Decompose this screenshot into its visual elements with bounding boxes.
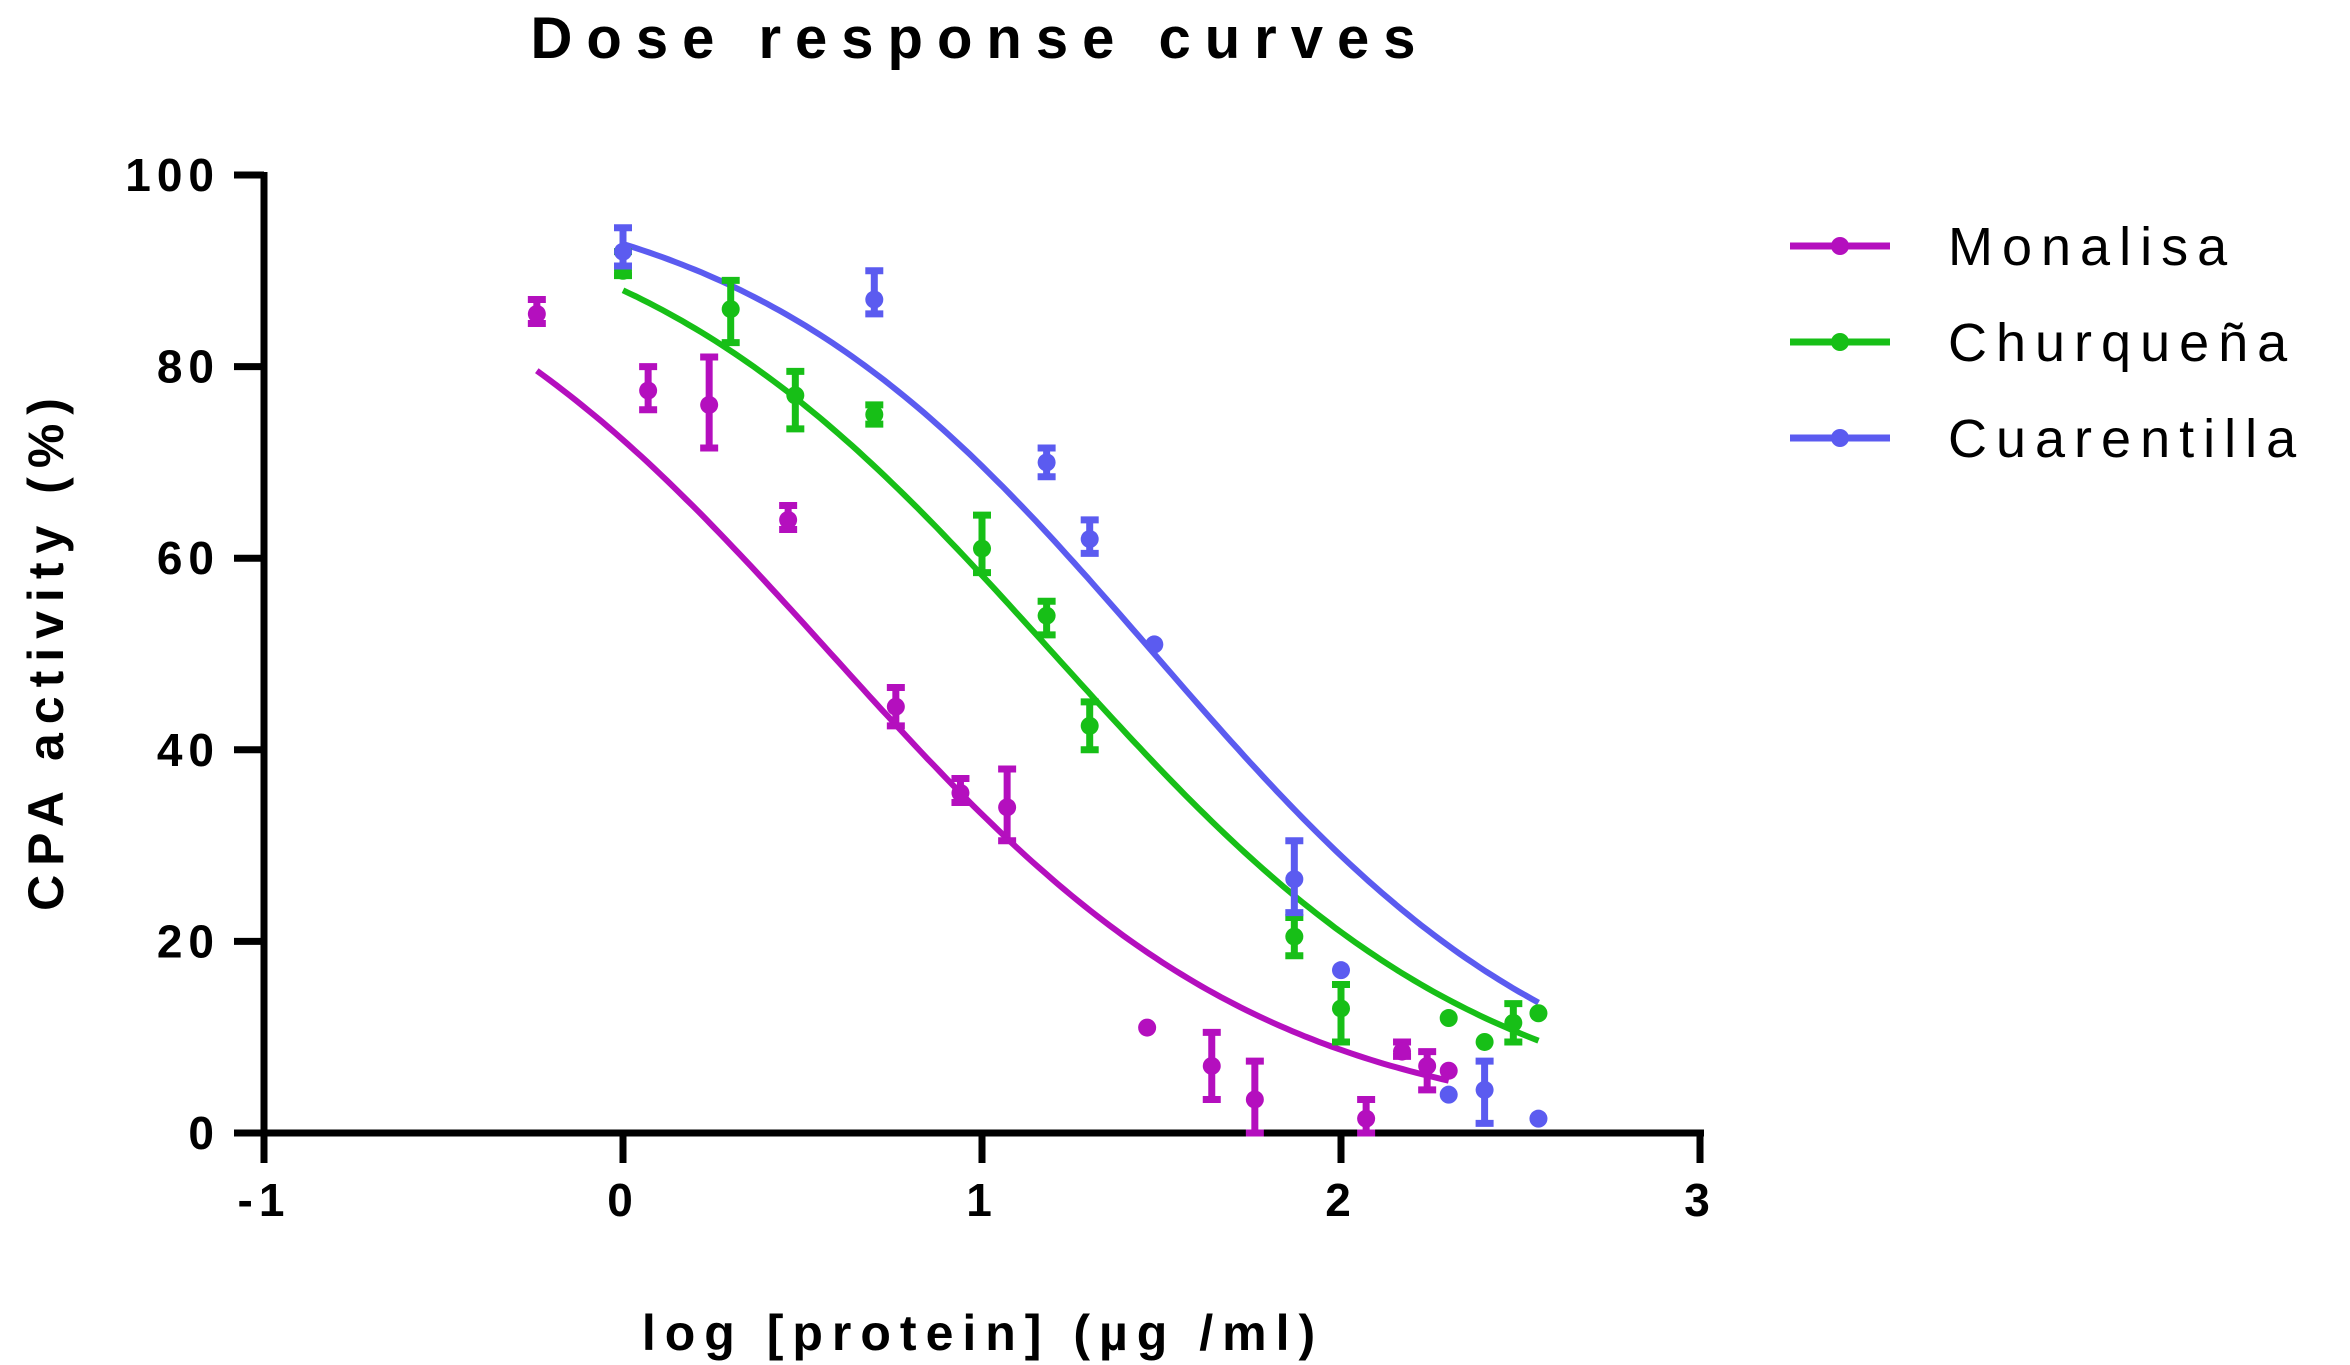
data-point bbox=[786, 386, 805, 405]
data-point bbox=[614, 242, 632, 261]
legend-label: Cuarentilla bbox=[1948, 409, 2305, 469]
data-point bbox=[1439, 1085, 1458, 1104]
data-point bbox=[639, 381, 658, 400]
y-tick-label: 20 bbox=[157, 915, 220, 967]
x-tick-label: 3 bbox=[1684, 1174, 1716, 1226]
data-point bbox=[1037, 606, 1056, 625]
data-point bbox=[1475, 1080, 1494, 1099]
chart-title: Dose response curves bbox=[531, 6, 1430, 71]
data-point bbox=[1332, 961, 1350, 980]
data-point bbox=[1138, 1018, 1157, 1037]
y-tick-label: 100 bbox=[125, 149, 220, 201]
y-tick-label: 60 bbox=[157, 532, 220, 584]
data-point bbox=[1393, 1042, 1412, 1061]
data-point bbox=[1529, 1109, 1548, 1128]
data-point bbox=[1332, 999, 1350, 1018]
legend-marker bbox=[1831, 237, 1849, 255]
y-tick-label: 40 bbox=[157, 724, 220, 776]
data-point bbox=[1202, 1056, 1221, 1075]
data-points bbox=[527, 224, 1548, 1137]
legend-marker bbox=[1831, 333, 1849, 351]
data-point bbox=[1504, 1013, 1523, 1032]
data-point bbox=[1080, 716, 1099, 735]
fit-curve bbox=[622, 241, 1540, 1006]
data-point bbox=[721, 300, 740, 319]
data-point bbox=[865, 405, 884, 424]
y-tick-label: 0 bbox=[188, 1107, 220, 1159]
data-point bbox=[973, 539, 991, 558]
data-point bbox=[527, 304, 546, 323]
legend: Monalisa Churqueña Cuarentilla bbox=[1790, 217, 2305, 469]
data-point bbox=[1245, 1090, 1264, 1109]
data-point bbox=[1080, 530, 1099, 549]
data-point bbox=[1475, 1032, 1494, 1051]
legend-label: Churqueña bbox=[1948, 313, 2296, 373]
data-point bbox=[886, 697, 905, 716]
x-tick-label: 1 bbox=[966, 1174, 998, 1226]
data-point bbox=[1357, 1109, 1376, 1128]
data-point bbox=[1439, 1061, 1458, 1080]
data-point bbox=[1285, 927, 1304, 946]
x-tick-label: 2 bbox=[1325, 1174, 1357, 1226]
fit-curve bbox=[535, 368, 1450, 1084]
ticks: -1 0 1 2 3 0 20 40 60 80 100 bbox=[125, 149, 1716, 1226]
y-tick-label: 80 bbox=[157, 341, 220, 393]
data-point bbox=[1418, 1056, 1437, 1075]
legend-marker bbox=[1831, 429, 1849, 447]
data-point bbox=[951, 783, 970, 802]
data-point bbox=[1285, 870, 1304, 889]
data-point bbox=[1529, 1004, 1548, 1023]
data-point bbox=[1037, 453, 1056, 472]
legend-label: Monalisa bbox=[1948, 217, 2236, 277]
data-point bbox=[865, 290, 884, 309]
y-axis-label: CPA activity (%) bbox=[18, 389, 74, 911]
x-tick-label: -1 bbox=[238, 1174, 291, 1226]
fit-curves bbox=[535, 241, 1540, 1084]
x-axis-label: log [protein] (µg /ml) bbox=[642, 1305, 1324, 1361]
axes bbox=[260, 172, 1704, 1137]
data-point bbox=[1439, 1009, 1458, 1028]
fit-curve bbox=[621, 287, 1540, 1044]
data-point bbox=[1145, 635, 1164, 654]
data-point bbox=[998, 798, 1017, 817]
data-point bbox=[779, 510, 798, 529]
x-tick-label: 0 bbox=[607, 1174, 639, 1226]
data-point bbox=[700, 395, 719, 414]
